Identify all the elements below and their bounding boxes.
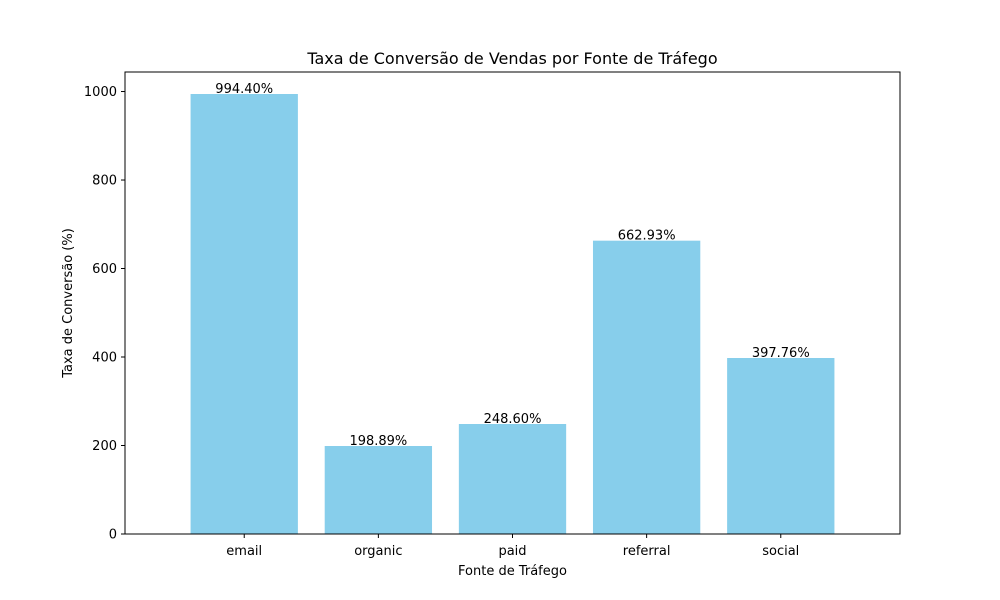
y-axis-label: Taxa de Conversão (%) <box>61 228 76 379</box>
y-axis-ticks: 0 200 400 600 800 1000 <box>84 85 125 543</box>
bar-paid <box>458 424 567 534</box>
data-label-social: 397.76% <box>752 346 810 361</box>
data-labels-layer: 994.40% 198.89% 248.60% 662.93% 397.76% <box>215 82 809 449</box>
bar-organic <box>324 446 433 534</box>
x-tick-label-paid: paid <box>498 544 526 559</box>
bar-social <box>727 358 835 534</box>
x-axis-label: Fonte de Tráfego <box>458 564 567 579</box>
bars-layer <box>190 94 835 535</box>
y-tick-label: 0 <box>109 528 117 543</box>
data-label-email: 994.40% <box>215 82 273 97</box>
y-tick-label: 600 <box>92 262 117 277</box>
x-tick-label-organic: organic <box>354 544 402 559</box>
data-label-organic: 198.89% <box>349 434 407 449</box>
chart-title: Taxa de Conversão de Vendas por Fonte de… <box>306 49 717 68</box>
y-tick-label: 800 <box>92 174 117 189</box>
y-tick-label: 200 <box>92 439 117 454</box>
data-label-paid: 248.60% <box>484 412 542 427</box>
bar-referral <box>592 240 701 535</box>
y-tick-label: 1000 <box>84 85 117 100</box>
bar-email <box>190 94 298 534</box>
x-tick-label-referral: referral <box>623 544 671 559</box>
x-tick-label-email: email <box>226 544 262 559</box>
y-tick-label: 400 <box>92 351 117 366</box>
x-axis-ticks: email organic paid referral social <box>226 534 799 559</box>
data-label-referral: 662.93% <box>618 229 676 244</box>
plot-frame <box>124 71 901 535</box>
x-tick-label-social: social <box>762 544 799 559</box>
